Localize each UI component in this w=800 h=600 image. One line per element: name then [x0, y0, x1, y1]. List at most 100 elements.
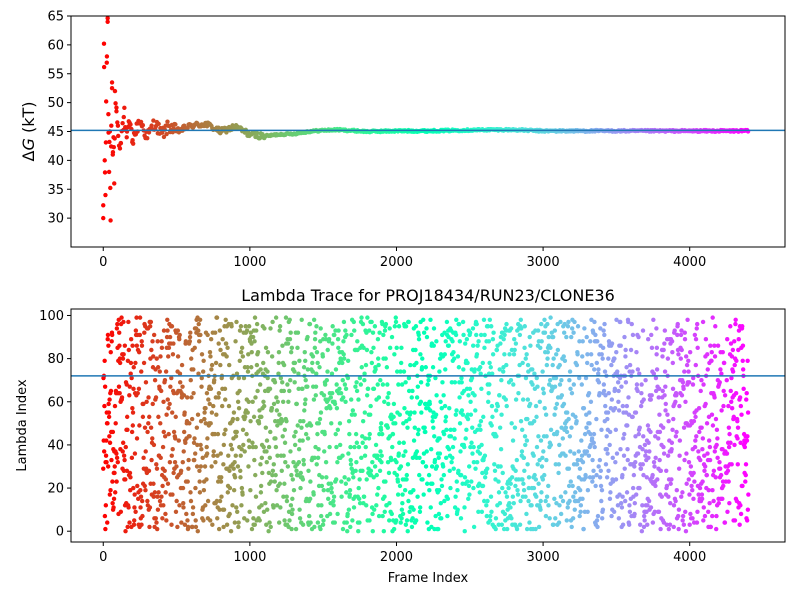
lambda-point: [237, 328, 243, 333]
lambda-point: [636, 334, 641, 340]
lambda-point: [599, 427, 604, 433]
y-tick-label: 65: [47, 10, 64, 25]
lambda-point: [176, 438, 181, 443]
lambda-point: [662, 341, 667, 346]
lambda-point: [171, 470, 176, 476]
lambda-point: [340, 360, 345, 366]
lambda-point: [557, 362, 562, 368]
lambda-point: [541, 390, 546, 396]
lambda-point: [341, 356, 347, 361]
dg-point: [108, 185, 113, 191]
lambda-point: [442, 403, 448, 409]
lambda-point: [588, 431, 593, 437]
y-tick-label: 40: [47, 154, 64, 169]
lambda-point: [201, 358, 206, 363]
lambda-point: [286, 509, 292, 514]
lambda-point: [261, 444, 266, 450]
lambda-point: [729, 462, 734, 467]
lambda-point: [213, 459, 218, 465]
lambda-point: [477, 423, 482, 428]
lambda-point: [485, 324, 491, 329]
lambda-point: [266, 529, 271, 534]
lambda-point: [399, 516, 404, 521]
lambda-point: [155, 494, 160, 499]
lambda-point: [343, 386, 349, 392]
lambda-point: [664, 483, 670, 489]
lambda-point: [195, 529, 200, 534]
lambda-point: [335, 511, 340, 517]
lambda-point: [249, 349, 254, 355]
lambda-point: [341, 339, 346, 344]
lambda-point: [186, 457, 191, 463]
lambda-point: [336, 345, 341, 351]
lambda-point: [615, 369, 620, 374]
lambda-point: [128, 488, 133, 493]
lambda-point: [635, 367, 641, 372]
lambda-point: [565, 505, 570, 510]
lambda-point: [159, 494, 164, 499]
lambda-point: [572, 319, 577, 325]
lambda-point: [296, 371, 301, 376]
lambda-point: [483, 470, 489, 476]
lambda-point: [236, 406, 242, 411]
lambda-point: [492, 462, 497, 467]
dg-point: [138, 119, 144, 125]
lambda-point: [562, 358, 568, 363]
lambda-point: [235, 464, 241, 469]
lambda-point: [320, 354, 326, 359]
lambda-point: [481, 317, 487, 322]
lambda-point: [721, 403, 726, 409]
lambda-point: [165, 481, 171, 486]
lambda-point: [635, 388, 640, 394]
lambda-point: [533, 403, 539, 409]
lambda-point: [715, 455, 720, 461]
lambda-point: [565, 324, 571, 329]
lambda-point: [686, 459, 692, 465]
lambda-point: [443, 339, 448, 344]
lambda-point: [361, 345, 366, 351]
lambda-point: [487, 518, 493, 523]
lambda-point: [703, 401, 708, 407]
lambda-point: [175, 354, 181, 359]
lambda-point: [273, 436, 278, 441]
y-tick-label: 20: [47, 482, 64, 497]
lambda-point: [542, 330, 548, 335]
lambda-point: [625, 457, 630, 463]
lambda-point: [379, 431, 385, 437]
lambda-point: [305, 334, 310, 340]
lambda-point: [147, 524, 152, 530]
lambda-point: [616, 399, 621, 404]
lambda-point: [150, 401, 155, 407]
lambda-point: [575, 457, 581, 463]
lambda-point: [488, 494, 494, 499]
lambda-point: [602, 321, 607, 327]
lambda-point: [583, 475, 588, 480]
lambda-point: [512, 425, 518, 430]
lambda-point: [207, 401, 212, 407]
lambda-point: [129, 375, 134, 381]
lambda-point: [584, 334, 589, 340]
lambda-point: [183, 440, 188, 445]
lambda-point: [705, 367, 710, 372]
lambda-point: [356, 444, 362, 450]
lambda-point: [227, 468, 232, 474]
lambda-point: [382, 399, 387, 404]
lambda-point: [188, 377, 193, 383]
lambda-point: [743, 462, 749, 467]
lambda-point: [226, 453, 231, 458]
lambda-point: [430, 365, 436, 370]
lambda-point: [379, 459, 384, 465]
lambda-point: [278, 375, 284, 381]
lambda-point: [274, 395, 279, 400]
lambda-point: [678, 356, 683, 361]
lambda-point: [312, 345, 318, 351]
lambda-point: [504, 494, 510, 499]
lambda-point: [329, 421, 334, 426]
lambda-point: [357, 500, 363, 506]
lambda-point: [233, 453, 238, 458]
lambda-point: [697, 485, 703, 491]
lambda-point: [252, 457, 257, 463]
lambda-point: [718, 367, 723, 372]
lambda-point: [585, 488, 591, 493]
